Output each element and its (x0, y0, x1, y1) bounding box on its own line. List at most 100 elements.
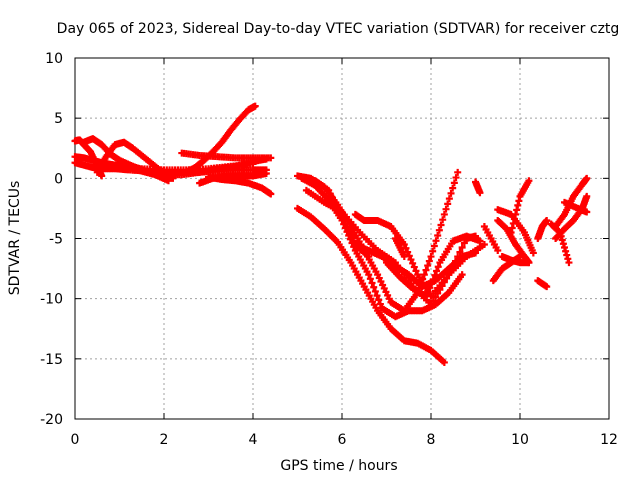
data-point (564, 255, 572, 263)
data-point (420, 271, 428, 279)
data-point (251, 102, 259, 110)
data-point (424, 262, 432, 270)
data-point (454, 168, 462, 176)
x-axis-label: GPS time / hours (280, 458, 397, 474)
x-tick-label: 12 (600, 432, 618, 448)
x-tick-labels: 0 2 4 6 8 10 12 (71, 432, 618, 448)
data-point (432, 237, 440, 245)
series-arc-20 (391, 235, 408, 261)
series-arc-09 (182, 102, 259, 176)
data-point (267, 154, 275, 162)
data-point (583, 192, 591, 200)
data-point (472, 249, 479, 257)
data-points (71, 102, 591, 366)
data-point (435, 226, 443, 234)
series-arc-18 (351, 241, 479, 291)
data-point (430, 242, 438, 250)
data-point (508, 224, 516, 232)
y-tick-label: -15 (40, 352, 63, 368)
data-point (365, 271, 373, 279)
series-arc-26 (472, 178, 484, 197)
data-point (513, 206, 521, 214)
data-point (429, 275, 437, 283)
series-arc-14 (298, 174, 466, 321)
y-axis-label: SDTVAR / TECUs (7, 181, 23, 296)
data-point (525, 177, 533, 185)
series-arc-28 (534, 277, 551, 291)
data-point (562, 247, 570, 255)
data-point (583, 174, 591, 182)
series-arc-24 (507, 177, 533, 236)
data-point (442, 205, 450, 213)
series-arc-33 (561, 198, 591, 216)
x-tick-label: 2 (160, 432, 169, 448)
series-arc-29 (534, 216, 551, 242)
data-point (375, 296, 383, 304)
data-point (368, 279, 376, 287)
data-point (410, 263, 418, 271)
data-point (509, 219, 517, 227)
data-point (507, 228, 515, 236)
data-point (373, 292, 381, 300)
data-point (514, 201, 522, 209)
data-point (559, 240, 567, 248)
data-point (447, 189, 455, 197)
data-point (98, 172, 106, 180)
data-point (510, 215, 518, 223)
chart-title: Day 065 of 2023, Sidereal Day-to-day VTE… (57, 21, 620, 37)
data-point (428, 280, 436, 288)
data-point (431, 271, 439, 279)
series-arc-25 (480, 222, 502, 255)
data-point (558, 236, 566, 244)
data-point (476, 189, 484, 197)
data-point (543, 216, 551, 224)
data-point (563, 251, 571, 259)
data-point (434, 263, 442, 271)
data-point (452, 174, 460, 182)
data-point (460, 239, 468, 247)
data-point (450, 179, 458, 187)
data-point (440, 210, 448, 218)
data-point (512, 210, 520, 218)
x-tick-label: 8 (427, 432, 436, 448)
data-point (376, 300, 384, 308)
data-point (371, 287, 379, 295)
y-tick-labels: -20 -15 -10 -5 0 5 10 (40, 51, 63, 428)
y-tick-label: -5 (49, 232, 63, 248)
data-point (515, 197, 523, 205)
data-point (445, 195, 453, 203)
series-arc-27 (489, 253, 524, 285)
data-point (480, 241, 488, 249)
data-point (407, 256, 415, 264)
data-point (429, 297, 437, 305)
data-point (434, 231, 442, 239)
x-tick-label: 4 (249, 432, 258, 448)
data-point (440, 358, 448, 366)
data-point (366, 275, 374, 283)
series-arc-08 (178, 149, 275, 162)
data-point (427, 301, 435, 309)
data-point (439, 216, 447, 224)
grid-lines (75, 58, 609, 419)
y-tick-label: 10 (45, 51, 63, 67)
data-point (444, 200, 452, 208)
data-point (365, 253, 373, 261)
data-point (516, 253, 524, 261)
data-point (402, 244, 410, 252)
data-point (543, 283, 551, 291)
data-point (425, 257, 433, 265)
axis-ticks (74, 57, 610, 420)
data-point (267, 190, 275, 198)
data-point (433, 267, 441, 275)
data-point (437, 221, 445, 229)
data-point (525, 259, 533, 267)
x-tick-label: 6 (338, 432, 347, 448)
data-point (412, 267, 420, 275)
data-point (561, 244, 568, 252)
data-point (458, 271, 466, 279)
series-arc-19 (383, 232, 484, 300)
series-arc-12 (294, 204, 448, 366)
data-point (449, 184, 457, 192)
data-point (429, 247, 437, 255)
data-point (494, 247, 502, 255)
